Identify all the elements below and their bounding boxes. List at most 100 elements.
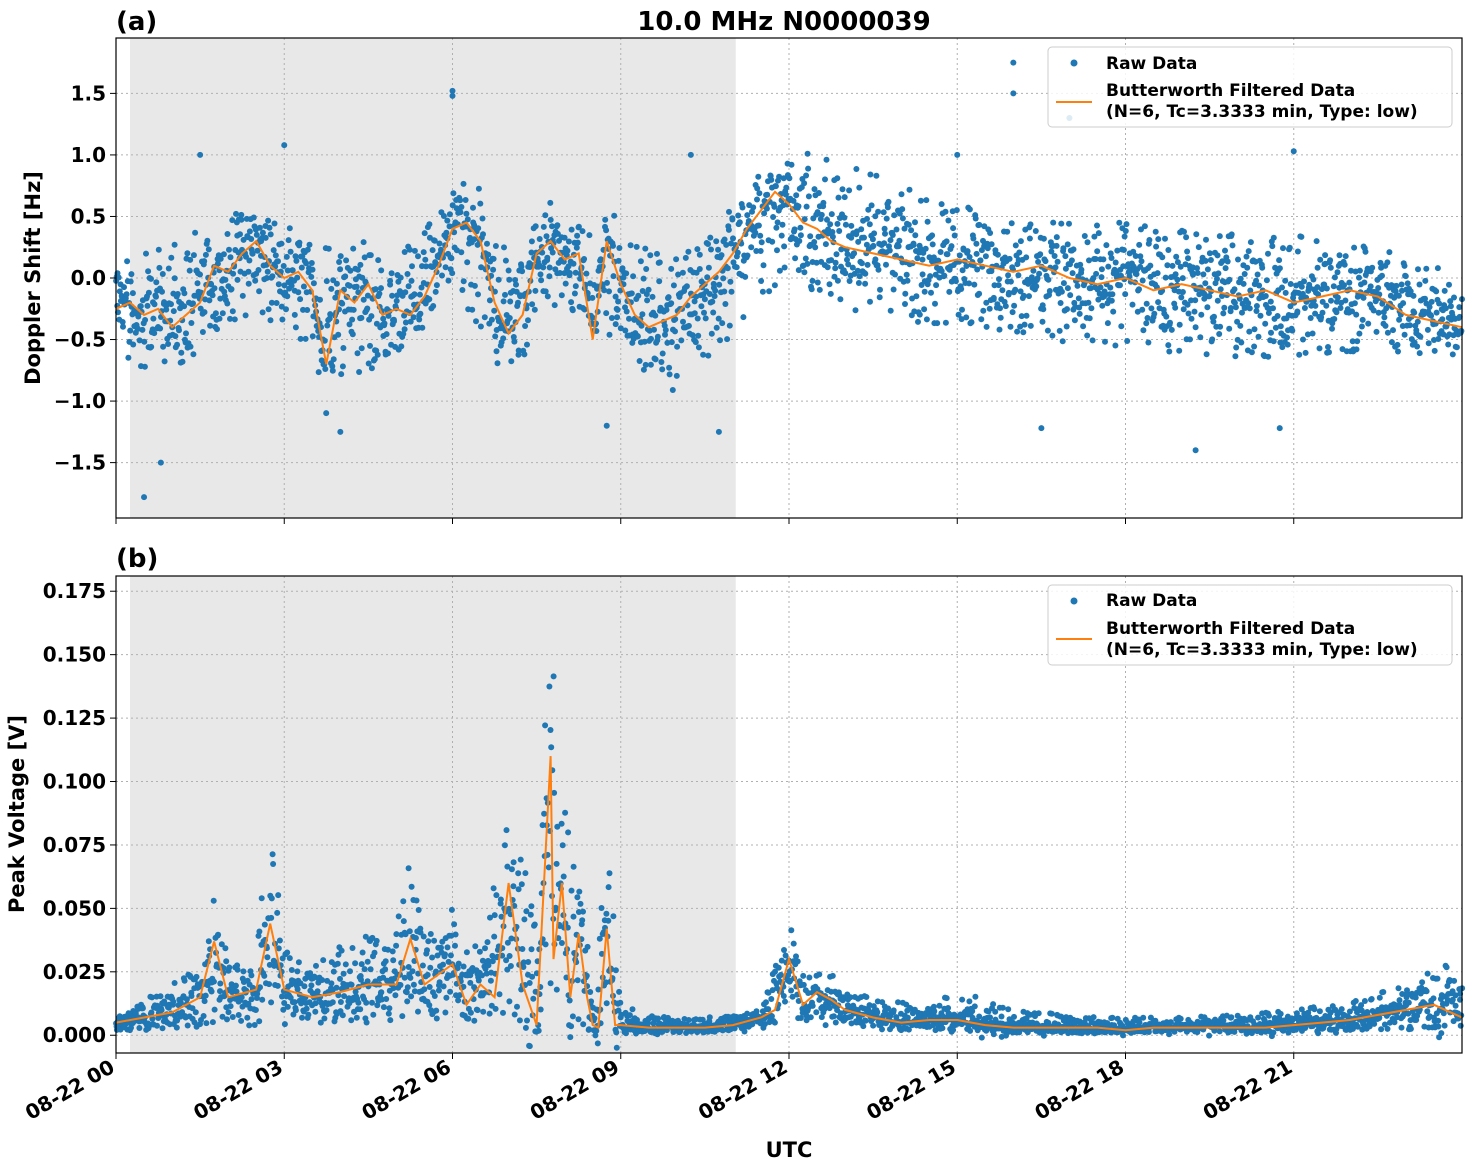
panel-a-raw-point [647, 361, 654, 368]
panel-b-raw-point [504, 939, 511, 946]
panel-b-raw-point [569, 1013, 576, 1020]
panel-b-raw-point [217, 988, 223, 995]
panel-a-raw-point [187, 256, 194, 263]
panel-a-raw-point [1222, 265, 1229, 272]
panel-a-raw-point [281, 282, 288, 289]
panel-a-raw-point [1177, 263, 1184, 270]
panel-b-raw-point [844, 1002, 851, 1009]
panel-a-raw-outlier [954, 151, 961, 158]
panel-a-raw-point [1016, 249, 1023, 256]
panel-a-raw-point [1112, 342, 1119, 349]
panel-b-raw-point [800, 972, 807, 979]
panel-b-raw-point [498, 913, 505, 920]
panel-a-raw-point [1294, 248, 1301, 255]
panel-a-raw-point [1209, 336, 1216, 343]
panel-b-raw-point [369, 999, 375, 1006]
panel-a-raw-point [619, 265, 626, 272]
panel-a-raw-point [781, 264, 788, 271]
panel-a-raw-point [308, 260, 315, 266]
panel-a-raw-point [901, 225, 908, 232]
panel-a-raw-point [1200, 271, 1207, 278]
panel-b-raw-point [1407, 1025, 1414, 1032]
panel-a-raw-point [330, 356, 337, 363]
panel-a-raw-point [1416, 281, 1423, 288]
panel-a-raw-point [540, 264, 547, 271]
panel-a-raw-point [264, 268, 271, 275]
panel-a-raw-point [234, 276, 241, 283]
panel-a-raw-point [510, 334, 517, 340]
panel-b-raw-point [576, 888, 583, 895]
panel-a-raw-point [339, 300, 346, 307]
panel-a-raw-point [1185, 255, 1191, 262]
panel-a-raw-point [1451, 294, 1457, 301]
panel-b: (b) Peak Voltage [V] 0.1750.1500.1250.10… [5, 544, 1466, 1125]
panel-b-raw-point [744, 1010, 751, 1017]
panel-b-raw-point [931, 1008, 938, 1015]
panel-a-raw-point [734, 249, 741, 256]
panel-a-raw-point [1092, 256, 1099, 262]
panel-a-raw-point [178, 349, 185, 356]
panel-a-raw-point [674, 343, 681, 350]
panel-a-raw-point [875, 266, 882, 273]
panel-a-raw-point [1270, 305, 1276, 312]
panel-a-raw-point [1174, 276, 1181, 283]
panel-a-raw-point [1012, 242, 1019, 249]
panel-a-raw-point [726, 208, 732, 215]
panel-a-raw-point [248, 236, 255, 242]
panel-a-raw-point [1074, 282, 1081, 289]
panel-a-raw-point [730, 235, 736, 242]
panel-a-raw-point [532, 287, 539, 294]
panel-a-raw-point [1095, 296, 1102, 303]
panel-b-raw-point [261, 972, 268, 979]
panel-b-raw-point [860, 1023, 867, 1030]
panel-a-raw-point [378, 267, 385, 274]
panel-a-raw-point [1301, 278, 1307, 285]
panel-a-raw-point [488, 316, 495, 323]
panel-a-raw-point [1206, 293, 1213, 300]
panel-b-raw-point [972, 993, 979, 1000]
panel-a-raw-point [1274, 313, 1281, 319]
panel-a-raw-point [1456, 313, 1463, 320]
panel-a-raw-point [651, 326, 657, 333]
panel-b-raw-point [492, 1005, 499, 1012]
panel-a-raw-point [143, 250, 149, 257]
panel-a-raw-point [388, 270, 395, 277]
panel-b-raw-point [782, 998, 788, 1005]
panel-a-raw-point [1315, 291, 1322, 298]
panel-b-raw-point [526, 980, 533, 986]
panel-b-raw-point [280, 1006, 287, 1013]
panel-a-raw-point [719, 320, 726, 327]
panel-b-raw-point [832, 1019, 839, 1026]
panel-b-raw-point [879, 999, 886, 1006]
panel-a-raw-point [803, 172, 810, 179]
panel-b-raw-point [475, 977, 482, 984]
panel-a-raw-point [123, 291, 130, 298]
panel-b-raw-point [976, 1013, 983, 1020]
panel-a-raw-point [849, 264, 856, 271]
panel-a-raw-point [439, 272, 445, 279]
panel-b-raw-point [203, 1020, 210, 1027]
panel-a-raw-point [942, 208, 949, 215]
panel-a-raw-point [1015, 272, 1022, 279]
panel-b-raw-point [969, 1008, 976, 1015]
panel-a-raw-outlier [157, 459, 164, 466]
panel-a-raw-point [814, 279, 821, 286]
panel-a-raw-point [672, 316, 679, 323]
panel-b-raw-point [1361, 998, 1368, 1004]
panel-b-raw-point [353, 1014, 360, 1021]
panel-b-raw-point [822, 1022, 829, 1029]
panel-a-raw-point [659, 350, 666, 357]
panel-a-raw-point [712, 287, 719, 294]
panel-a-raw-point [1415, 266, 1421, 273]
panel-a-raw-point [914, 255, 921, 262]
panel-a-raw-point [670, 282, 677, 289]
panel-a-raw-point [861, 234, 867, 241]
panel-b-raw-point [338, 947, 345, 954]
panel-a-raw-point [1020, 292, 1027, 299]
panel-a-raw-point [666, 371, 673, 378]
panel-a-raw-point [639, 288, 646, 294]
panel-a-raw-point [872, 256, 879, 263]
panel-b-raw-point [349, 945, 356, 951]
panel-a-raw-point [475, 225, 482, 232]
panel-a-raw-point [443, 229, 450, 236]
